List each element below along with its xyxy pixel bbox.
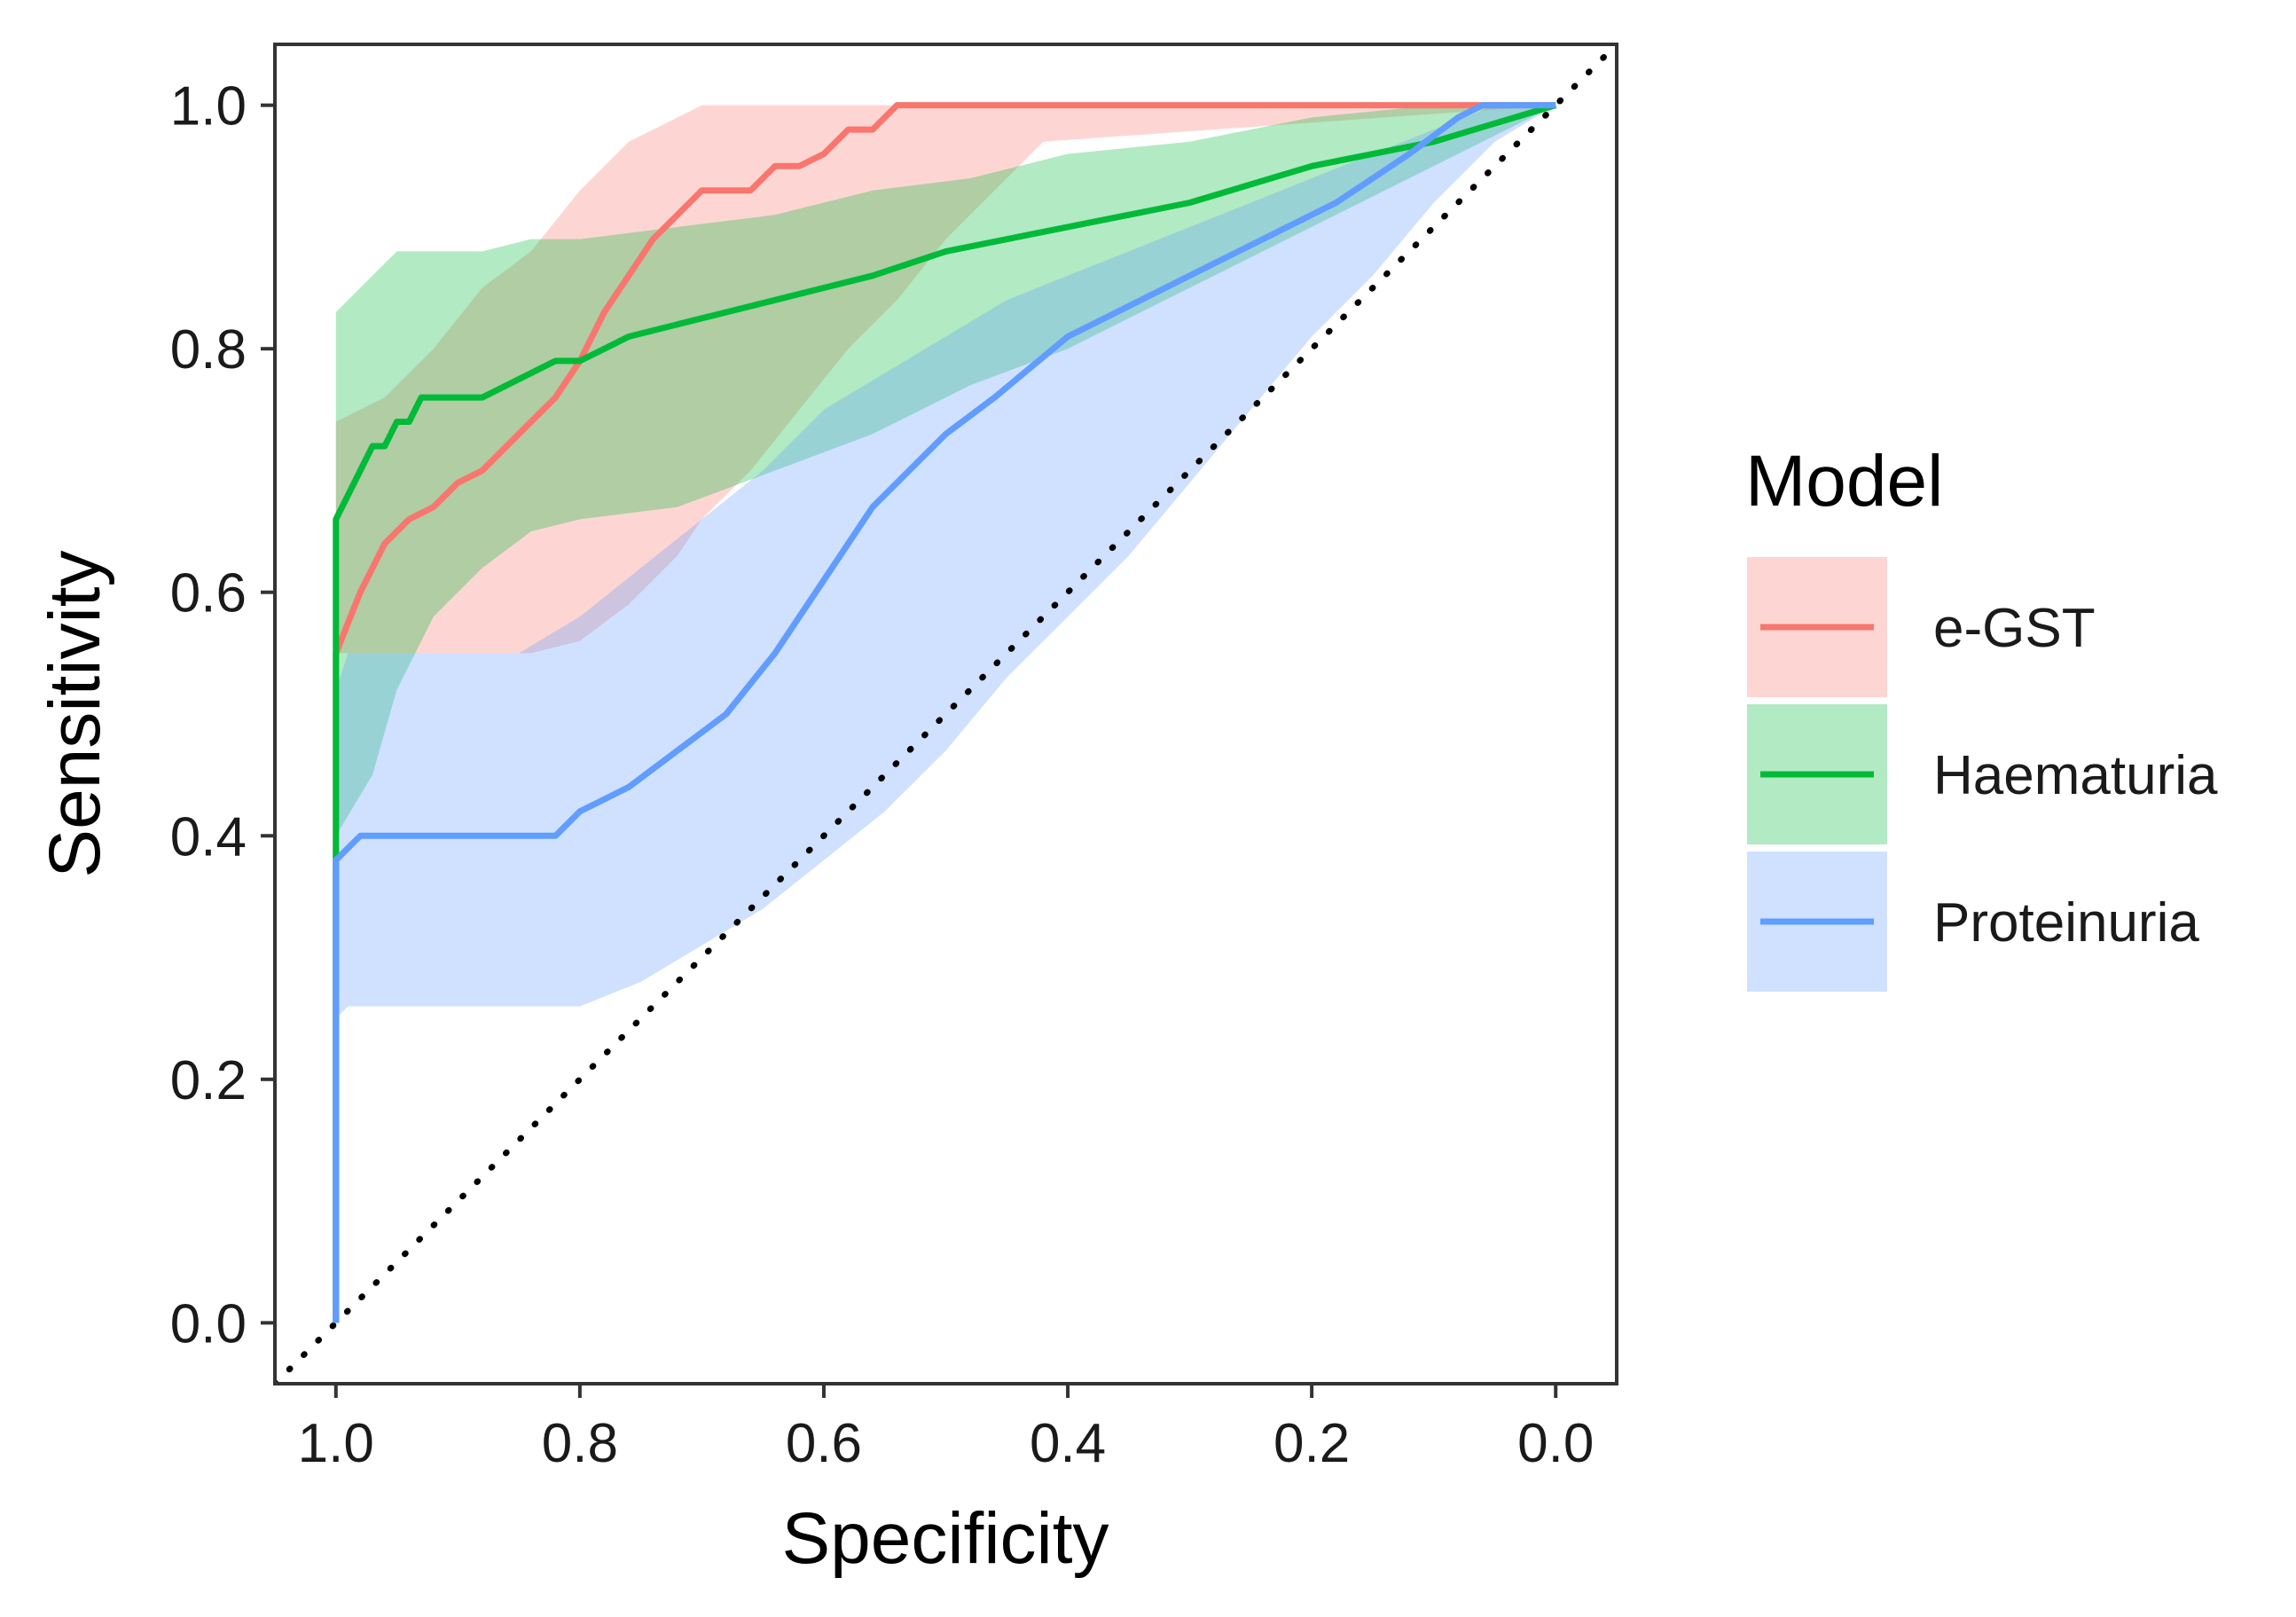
y-tick-label: 0.2 bbox=[170, 1050, 247, 1111]
e-gst-ci-band bbox=[335, 105, 1556, 654]
legend-key-haematuria bbox=[1747, 704, 1887, 844]
legend-key-proteinuria bbox=[1747, 852, 1887, 992]
x-axis: 1.0 0.8 0.6 0.4 0.2 0.0 bbox=[298, 1384, 1594, 1474]
y-axis-title: Sensitivity bbox=[35, 550, 115, 877]
roc-curves bbox=[333, 102, 1557, 1323]
legend-label-e-gst: e-GST bbox=[1933, 598, 2096, 659]
y-tick-label: 0.6 bbox=[170, 563, 247, 624]
haematuria-roc-line bbox=[333, 102, 1557, 1323]
y-tick-label: 0.8 bbox=[170, 319, 247, 381]
ci-ribbons bbox=[335, 105, 1556, 1019]
y-axis: 0.0 0.2 0.4 0.6 0.8 1.0 bbox=[170, 76, 275, 1354]
x-tick-label: 0.6 bbox=[786, 1413, 862, 1474]
legend-title: Model bbox=[1745, 441, 1943, 522]
legend-label-proteinuria: Proteinuria bbox=[1933, 892, 2199, 954]
proteinuria-ci-band bbox=[335, 105, 1556, 1019]
x-tick-label: 0.0 bbox=[1517, 1413, 1594, 1474]
haematuria-ci-band bbox=[335, 105, 1556, 836]
proteinuria-roc-line bbox=[333, 102, 1556, 1323]
y-tick-label: 0.0 bbox=[170, 1293, 247, 1354]
y-tick-label: 1.0 bbox=[170, 76, 247, 137]
legend: Model e-GST Haematuria Proteinuria bbox=[1745, 441, 2218, 992]
y-tick-label: 0.4 bbox=[170, 806, 247, 867]
x-tick-label: 0.2 bbox=[1273, 1413, 1350, 1474]
x-tick-label: 0.4 bbox=[1030, 1413, 1106, 1474]
legend-label-haematuria: Haematuria bbox=[1933, 745, 2218, 806]
x-axis-title: Specificity bbox=[781, 1498, 1109, 1579]
x-tick-label: 0.8 bbox=[542, 1413, 618, 1474]
e-gst-roc-line bbox=[333, 102, 1556, 1323]
legend-key-e-gst bbox=[1747, 557, 1887, 697]
plot-panel-border bbox=[273, 43, 1618, 1385]
x-tick-label: 1.0 bbox=[298, 1413, 374, 1474]
